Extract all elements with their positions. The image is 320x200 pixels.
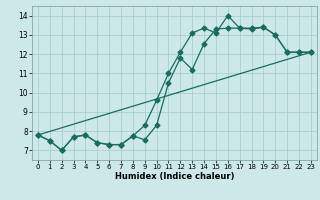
X-axis label: Humidex (Indice chaleur): Humidex (Indice chaleur): [115, 172, 234, 181]
